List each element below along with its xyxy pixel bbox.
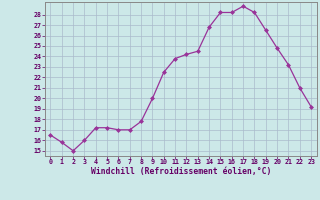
X-axis label: Windchill (Refroidissement éolien,°C): Windchill (Refroidissement éolien,°C) (91, 167, 271, 176)
